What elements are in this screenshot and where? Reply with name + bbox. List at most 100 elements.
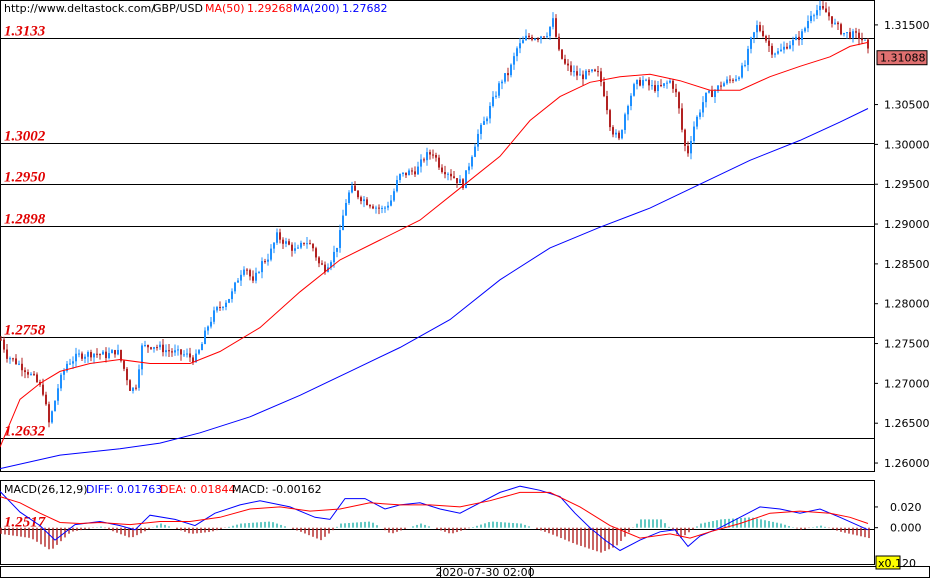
- candle-body: [321, 263, 323, 265]
- level-label: 1.2898: [4, 212, 46, 228]
- candle-body: [606, 96, 608, 111]
- candle-body: [579, 74, 581, 76]
- candle-body: [645, 79, 647, 81]
- candle-body: [660, 85, 662, 87]
- candle-body: [483, 121, 485, 125]
- candle-body: [258, 272, 260, 274]
- macd-lines: [0, 485, 869, 552]
- candle-body: [471, 156, 473, 167]
- candle-body: [558, 36, 560, 50]
- scale-badge[interactable]: [875, 555, 901, 570]
- candle-body: [78, 353, 80, 355]
- level-label: 1.2758: [4, 323, 46, 339]
- candle-body: [675, 88, 677, 93]
- candle-body: [864, 39, 866, 41]
- candle-body: [393, 191, 395, 201]
- candle-body: [720, 85, 722, 87]
- candle-body: [498, 83, 500, 96]
- candle-body: [102, 351, 104, 355]
- candle-body: [516, 48, 518, 57]
- candle-body: [663, 83, 665, 86]
- candle-body: [687, 145, 689, 154]
- candle-body: [780, 49, 782, 52]
- macd-axis: 0.020 0.000: [874, 501, 922, 535]
- moving-averages: [0, 41, 869, 470]
- candle-body: [753, 32, 755, 38]
- candle-body: [717, 85, 719, 91]
- candle-body: [0, 339, 2, 341]
- candle-body: [852, 31, 854, 38]
- candle-body: [252, 276, 254, 281]
- candle-body: [519, 43, 521, 49]
- candle-body: [51, 411, 53, 423]
- candle-body: [789, 45, 791, 49]
- level-label: 1.3133: [4, 24, 46, 40]
- candle-body: [711, 90, 713, 97]
- price-tick-label: 1.27000: [884, 377, 930, 390]
- candle-body: [117, 349, 119, 355]
- price-tick-label: 1.30000: [884, 138, 930, 151]
- macd-plot-border: [0, 480, 875, 565]
- price-plot-border: [0, 0, 875, 472]
- candle-body: [3, 339, 5, 350]
- candle-body: [585, 70, 587, 80]
- candle-body: [312, 244, 314, 249]
- candle-body: [816, 10, 818, 16]
- candle-body: [411, 170, 413, 172]
- candle-body: [360, 197, 362, 202]
- candle-body: [492, 96, 494, 106]
- candle-body: [594, 69, 596, 72]
- candle-body: [624, 114, 626, 130]
- candle-body: [48, 404, 50, 423]
- candle-body: [27, 372, 29, 375]
- candle-body: [792, 39, 794, 46]
- candle-body: [408, 170, 410, 176]
- candle-body: [15, 358, 17, 364]
- candle-body: [234, 282, 236, 292]
- candle-body: [288, 241, 290, 245]
- candle-body: [444, 172, 446, 175]
- candle-body: [522, 40, 524, 44]
- candle-body: [147, 345, 149, 348]
- candle-body: [546, 36, 548, 38]
- candle-body: [807, 21, 809, 29]
- candle-body: [837, 22, 839, 25]
- candle-body: [597, 71, 599, 73]
- candle-body: [297, 247, 299, 249]
- price-tag-label: 1.31088: [880, 52, 926, 65]
- candle-body: [756, 25, 758, 33]
- candle-body: [363, 199, 365, 202]
- candle-body: [228, 299, 230, 303]
- candle-body: [642, 80, 644, 86]
- candle-body: [810, 15, 812, 22]
- candle-body: [126, 368, 128, 381]
- candle-body: [387, 205, 389, 208]
- candle-body: [591, 69, 593, 72]
- candle-body: [432, 154, 434, 156]
- macd-axis-tail-label: 20: [902, 557, 916, 570]
- candle-body: [759, 25, 761, 31]
- candle-body: [786, 46, 788, 49]
- candle-body: [564, 58, 566, 64]
- candle-body: [588, 70, 590, 72]
- candle-body: [33, 373, 35, 375]
- candle-body: [420, 159, 422, 167]
- candle-body: [249, 270, 251, 277]
- candle-body: [42, 384, 44, 395]
- candle-body: [699, 112, 701, 117]
- candle-body: [819, 5, 821, 11]
- crosshair-timestamp: 2020-07-30 02:00: [435, 566, 534, 578]
- candle-body: [693, 126, 695, 141]
- candle-body: [207, 326, 209, 331]
- candle-body: [366, 199, 368, 206]
- candle-body: [120, 349, 122, 361]
- candle-body: [339, 230, 341, 248]
- candle-body: [489, 105, 491, 119]
- candles: [0, 0, 869, 428]
- candle-body: [618, 132, 620, 139]
- candle-body: [45, 394, 47, 405]
- candle-body: [72, 361, 74, 364]
- candle-body: [114, 350, 116, 355]
- candle-body: [537, 38, 539, 40]
